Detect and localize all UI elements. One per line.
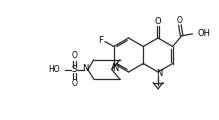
Text: O: O bbox=[177, 16, 183, 25]
Text: S: S bbox=[71, 65, 76, 74]
Text: F: F bbox=[98, 36, 103, 45]
Text: HO: HO bbox=[48, 65, 60, 74]
Text: OH: OH bbox=[198, 29, 210, 38]
Text: O: O bbox=[71, 78, 77, 87]
Text: N: N bbox=[82, 64, 88, 73]
Text: N: N bbox=[156, 69, 162, 78]
Text: N: N bbox=[112, 64, 118, 73]
Text: O: O bbox=[71, 51, 77, 60]
Text: O: O bbox=[155, 18, 161, 27]
